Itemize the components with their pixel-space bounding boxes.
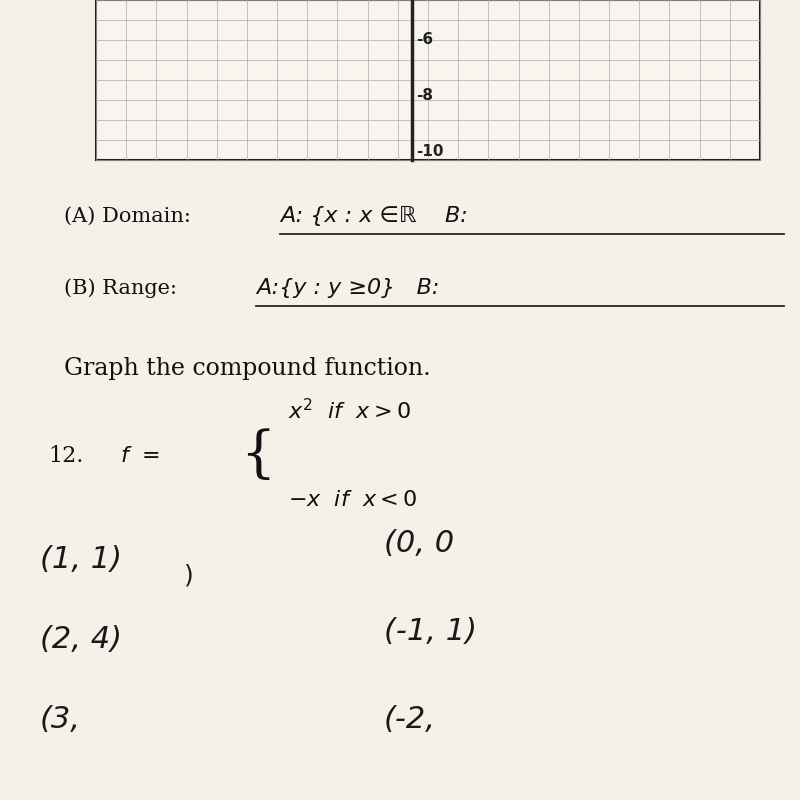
FancyBboxPatch shape (96, 0, 760, 160)
Text: (A) Domain:: (A) Domain: (64, 206, 191, 226)
Text: $x^2$  $\mathit{if}$  $x > 0$: $x^2$ $\mathit{if}$ $x > 0$ (288, 399, 410, 425)
Text: A:{y : y ≥0}   B:: A:{y : y ≥0} B: (256, 278, 439, 298)
Text: $f$  =: $f$ = (120, 445, 160, 467)
Text: $-x$  $\mathit{if}$  $x < 0$: $-x$ $\mathit{if}$ $x < 0$ (288, 489, 418, 511)
Text: (0, 0: (0, 0 (384, 530, 454, 558)
Text: -10: -10 (416, 145, 443, 159)
Text: 12.: 12. (48, 445, 83, 467)
Text: (2, 4): (2, 4) (40, 626, 122, 654)
Text: {: { (240, 429, 275, 483)
Text: (-1, 1): (-1, 1) (384, 618, 477, 646)
Text: (-2,: (-2, (384, 706, 436, 734)
Text: (3,: (3, (40, 706, 81, 734)
Text: -8: -8 (416, 89, 433, 103)
Text: (B) Range:: (B) Range: (64, 278, 177, 298)
Text: (1, 1): (1, 1) (40, 546, 122, 574)
Text: A: {x : x ∈ℝ    B:: A: {x : x ∈ℝ B: (280, 206, 468, 226)
Text: -6: -6 (416, 33, 433, 47)
Text: ): ) (184, 564, 194, 588)
Text: Graph the compound function.: Graph the compound function. (64, 357, 430, 379)
